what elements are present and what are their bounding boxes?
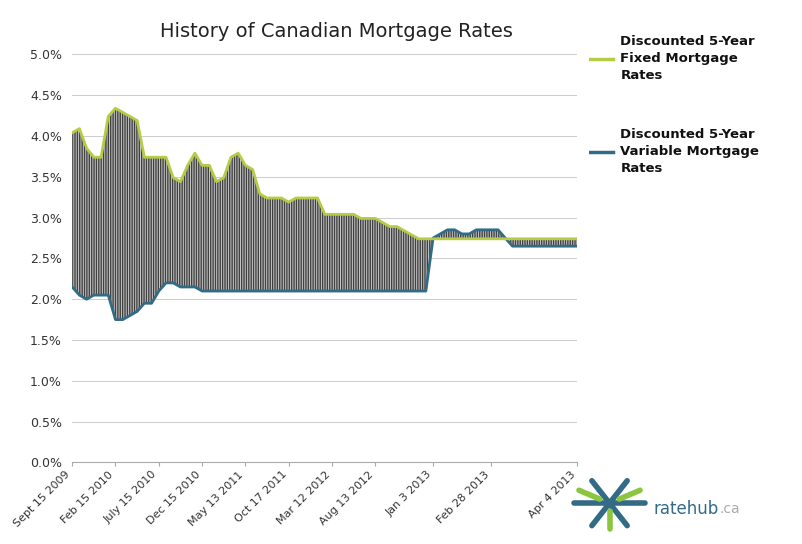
Text: .ca: .ca xyxy=(719,502,740,516)
Text: ratehub: ratehub xyxy=(654,499,719,518)
Text: Discounted 5-Year
Fixed Mortgage
Rates: Discounted 5-Year Fixed Mortgage Rates xyxy=(620,35,755,82)
Text: Discounted 5-Year
Variable Mortgage
Rates: Discounted 5-Year Variable Mortgage Rate… xyxy=(620,128,759,175)
Text: History of Canadian Mortgage Rates: History of Canadian Mortgage Rates xyxy=(160,22,513,41)
